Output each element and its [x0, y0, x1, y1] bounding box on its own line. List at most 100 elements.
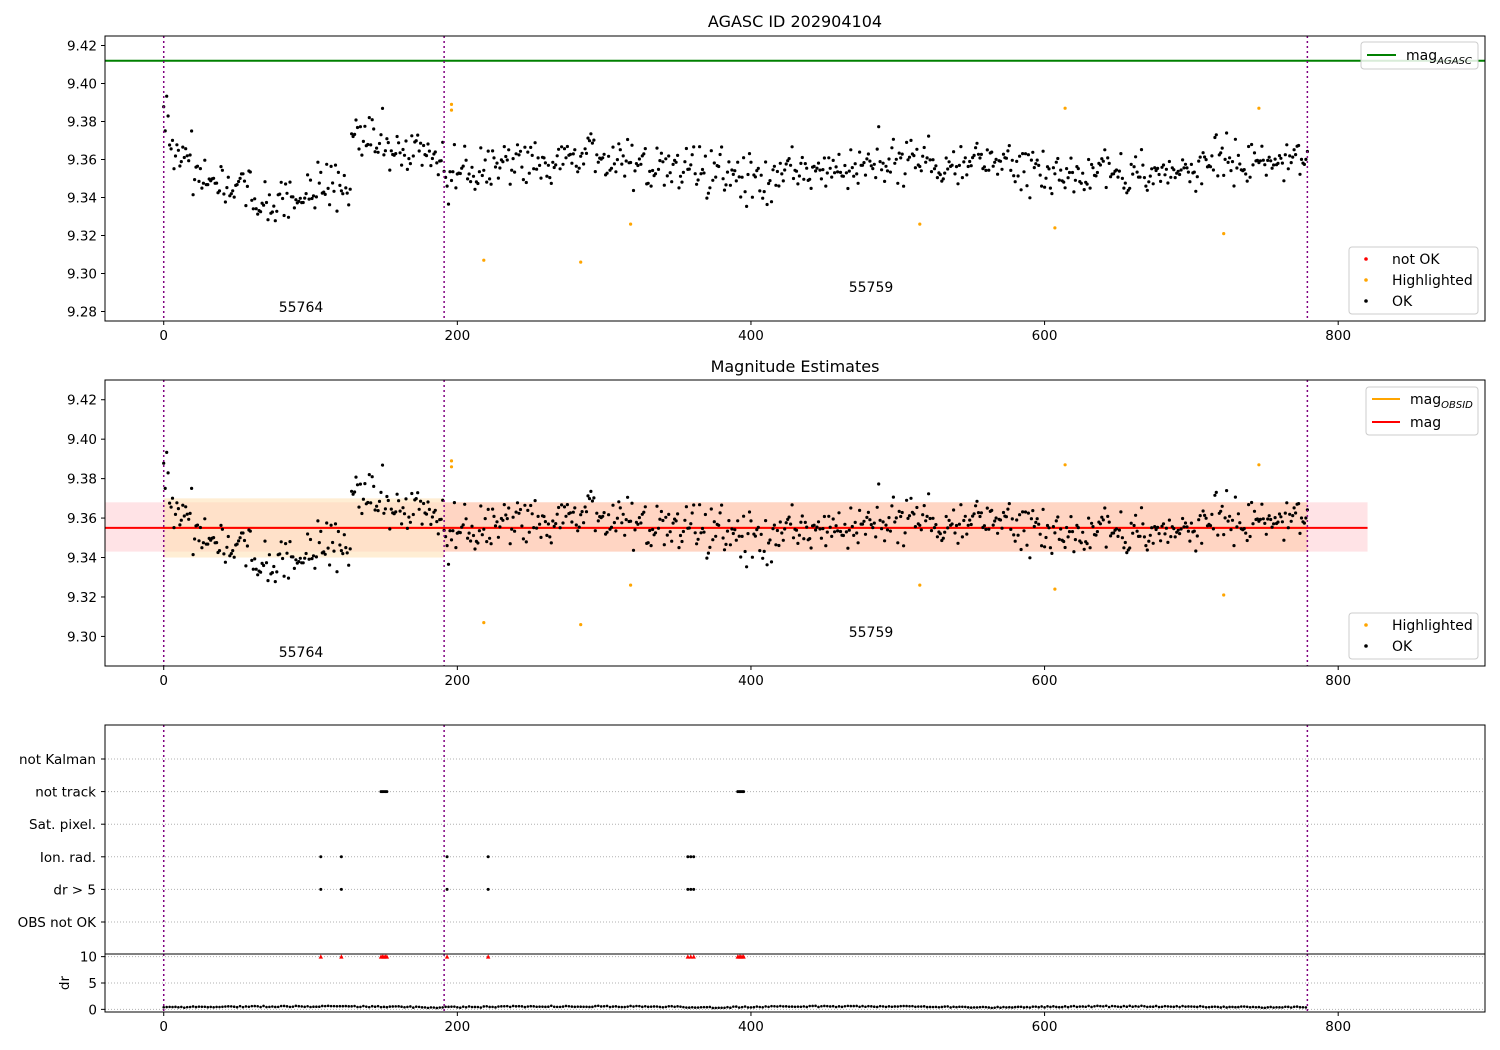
- ok-point: [690, 153, 694, 157]
- legend-highlighted-mag-marker: [1364, 623, 1368, 627]
- ok-point: [1269, 517, 1273, 522]
- ok-point: [435, 520, 439, 524]
- dr-point: [585, 1005, 588, 1009]
- ok-point: [1018, 513, 1022, 517]
- ok-point: [849, 148, 853, 152]
- ok-point: [932, 526, 937, 530]
- ok-point: [844, 171, 849, 175]
- ok-point: [1238, 521, 1242, 525]
- ok-point: [759, 173, 763, 177]
- legend-status-box: [1348, 246, 1479, 315]
- ok-point: [168, 143, 172, 147]
- dr-point: [409, 1005, 412, 1008]
- ok-point: [928, 158, 932, 162]
- ok-point: [526, 508, 530, 512]
- dr-point: [978, 1005, 982, 1009]
- dr-point: [723, 1006, 726, 1010]
- ok-point: [582, 162, 586, 166]
- dr-point: [649, 1005, 653, 1008]
- ok-point: [1044, 176, 1048, 180]
- ok-point: [739, 555, 743, 559]
- dr-point: [517, 1004, 521, 1008]
- ok-point: [696, 537, 700, 541]
- ok-point: [593, 529, 597, 533]
- flag-point: [445, 855, 449, 859]
- highlighted-point: [1222, 232, 1226, 236]
- dr-point: [312, 1005, 315, 1009]
- ok-point: [297, 199, 301, 203]
- ok-point: [722, 188, 727, 192]
- ok-point: [771, 527, 775, 531]
- ok-point: [1267, 514, 1271, 518]
- ok-point: [655, 504, 659, 508]
- ok-point: [874, 535, 878, 539]
- ok-point: [407, 515, 411, 519]
- ok-point: [502, 503, 506, 507]
- dr-point: [1245, 1005, 1249, 1009]
- ok-point: [953, 531, 957, 535]
- ok-point: [1037, 163, 1041, 167]
- ok-point: [414, 497, 418, 501]
- ok-point: [427, 149, 431, 153]
- ok-point: [565, 503, 570, 507]
- ok-point: [1041, 507, 1045, 511]
- ok-point: [902, 184, 906, 188]
- dr-point: [497, 1005, 500, 1008]
- ok-point: [568, 152, 573, 156]
- ok-point: [834, 524, 838, 528]
- dr-point: [315, 1005, 318, 1008]
- ok-point: [695, 182, 699, 186]
- ok-point: [1114, 527, 1119, 531]
- ok-point: [855, 531, 859, 535]
- ok-point: [1294, 511, 1298, 515]
- ok-point: [507, 506, 511, 510]
- dr-point: [370, 1004, 374, 1008]
- ok-point: [172, 526, 176, 530]
- ok-point: [570, 520, 574, 524]
- ok-point: [479, 504, 483, 508]
- ok-point: [526, 150, 530, 154]
- ok-point: [402, 153, 407, 157]
- ok-point: [1100, 157, 1104, 161]
- ok-point: [1029, 517, 1033, 521]
- dr-point: [215, 1005, 218, 1009]
- ok-point: [375, 504, 379, 508]
- ok-point: [1091, 166, 1095, 170]
- dr-point: [1025, 1005, 1029, 1009]
- ok-point: [705, 196, 709, 200]
- dr-point: [200, 1005, 204, 1009]
- dr-point: [1281, 1006, 1284, 1009]
- dr-point: [958, 1005, 961, 1009]
- dr-point: [174, 1005, 177, 1009]
- ok-point: [1258, 159, 1262, 163]
- ok-point: [1188, 539, 1192, 543]
- ok-point: [1104, 185, 1108, 190]
- dr-point: [229, 1005, 233, 1008]
- ok-point: [275, 209, 279, 213]
- ok-point: [1273, 516, 1277, 520]
- ok-point: [463, 502, 467, 506]
- dr-point: [617, 1005, 621, 1009]
- ok-point: [360, 153, 364, 157]
- ok-point: [1094, 174, 1098, 178]
- ok-point: [369, 501, 373, 505]
- dr-point: [356, 1005, 359, 1009]
- ok-point: [762, 190, 766, 194]
- ok-point: [802, 177, 806, 181]
- ok-point: [1244, 172, 1248, 176]
- ok-point: [592, 138, 596, 142]
- dr-point: [1286, 1005, 1290, 1009]
- panel-magnitude: Magnitude Estimates 0 200 400 600 8009.309.3…: [67, 357, 1486, 689]
- ok-point: [656, 167, 661, 171]
- ok-point: [875, 505, 879, 509]
- ok-point: [767, 541, 771, 545]
- ok-point: [1135, 529, 1139, 533]
- ok-point: [251, 567, 255, 571]
- dr-point: [362, 1004, 365, 1008]
- ok-point: [264, 561, 269, 565]
- ok-point: [921, 154, 925, 158]
- ok-point: [956, 182, 960, 186]
- ok-point: [535, 167, 539, 171]
- ok-point: [860, 163, 865, 167]
- ok-point: [883, 179, 887, 183]
